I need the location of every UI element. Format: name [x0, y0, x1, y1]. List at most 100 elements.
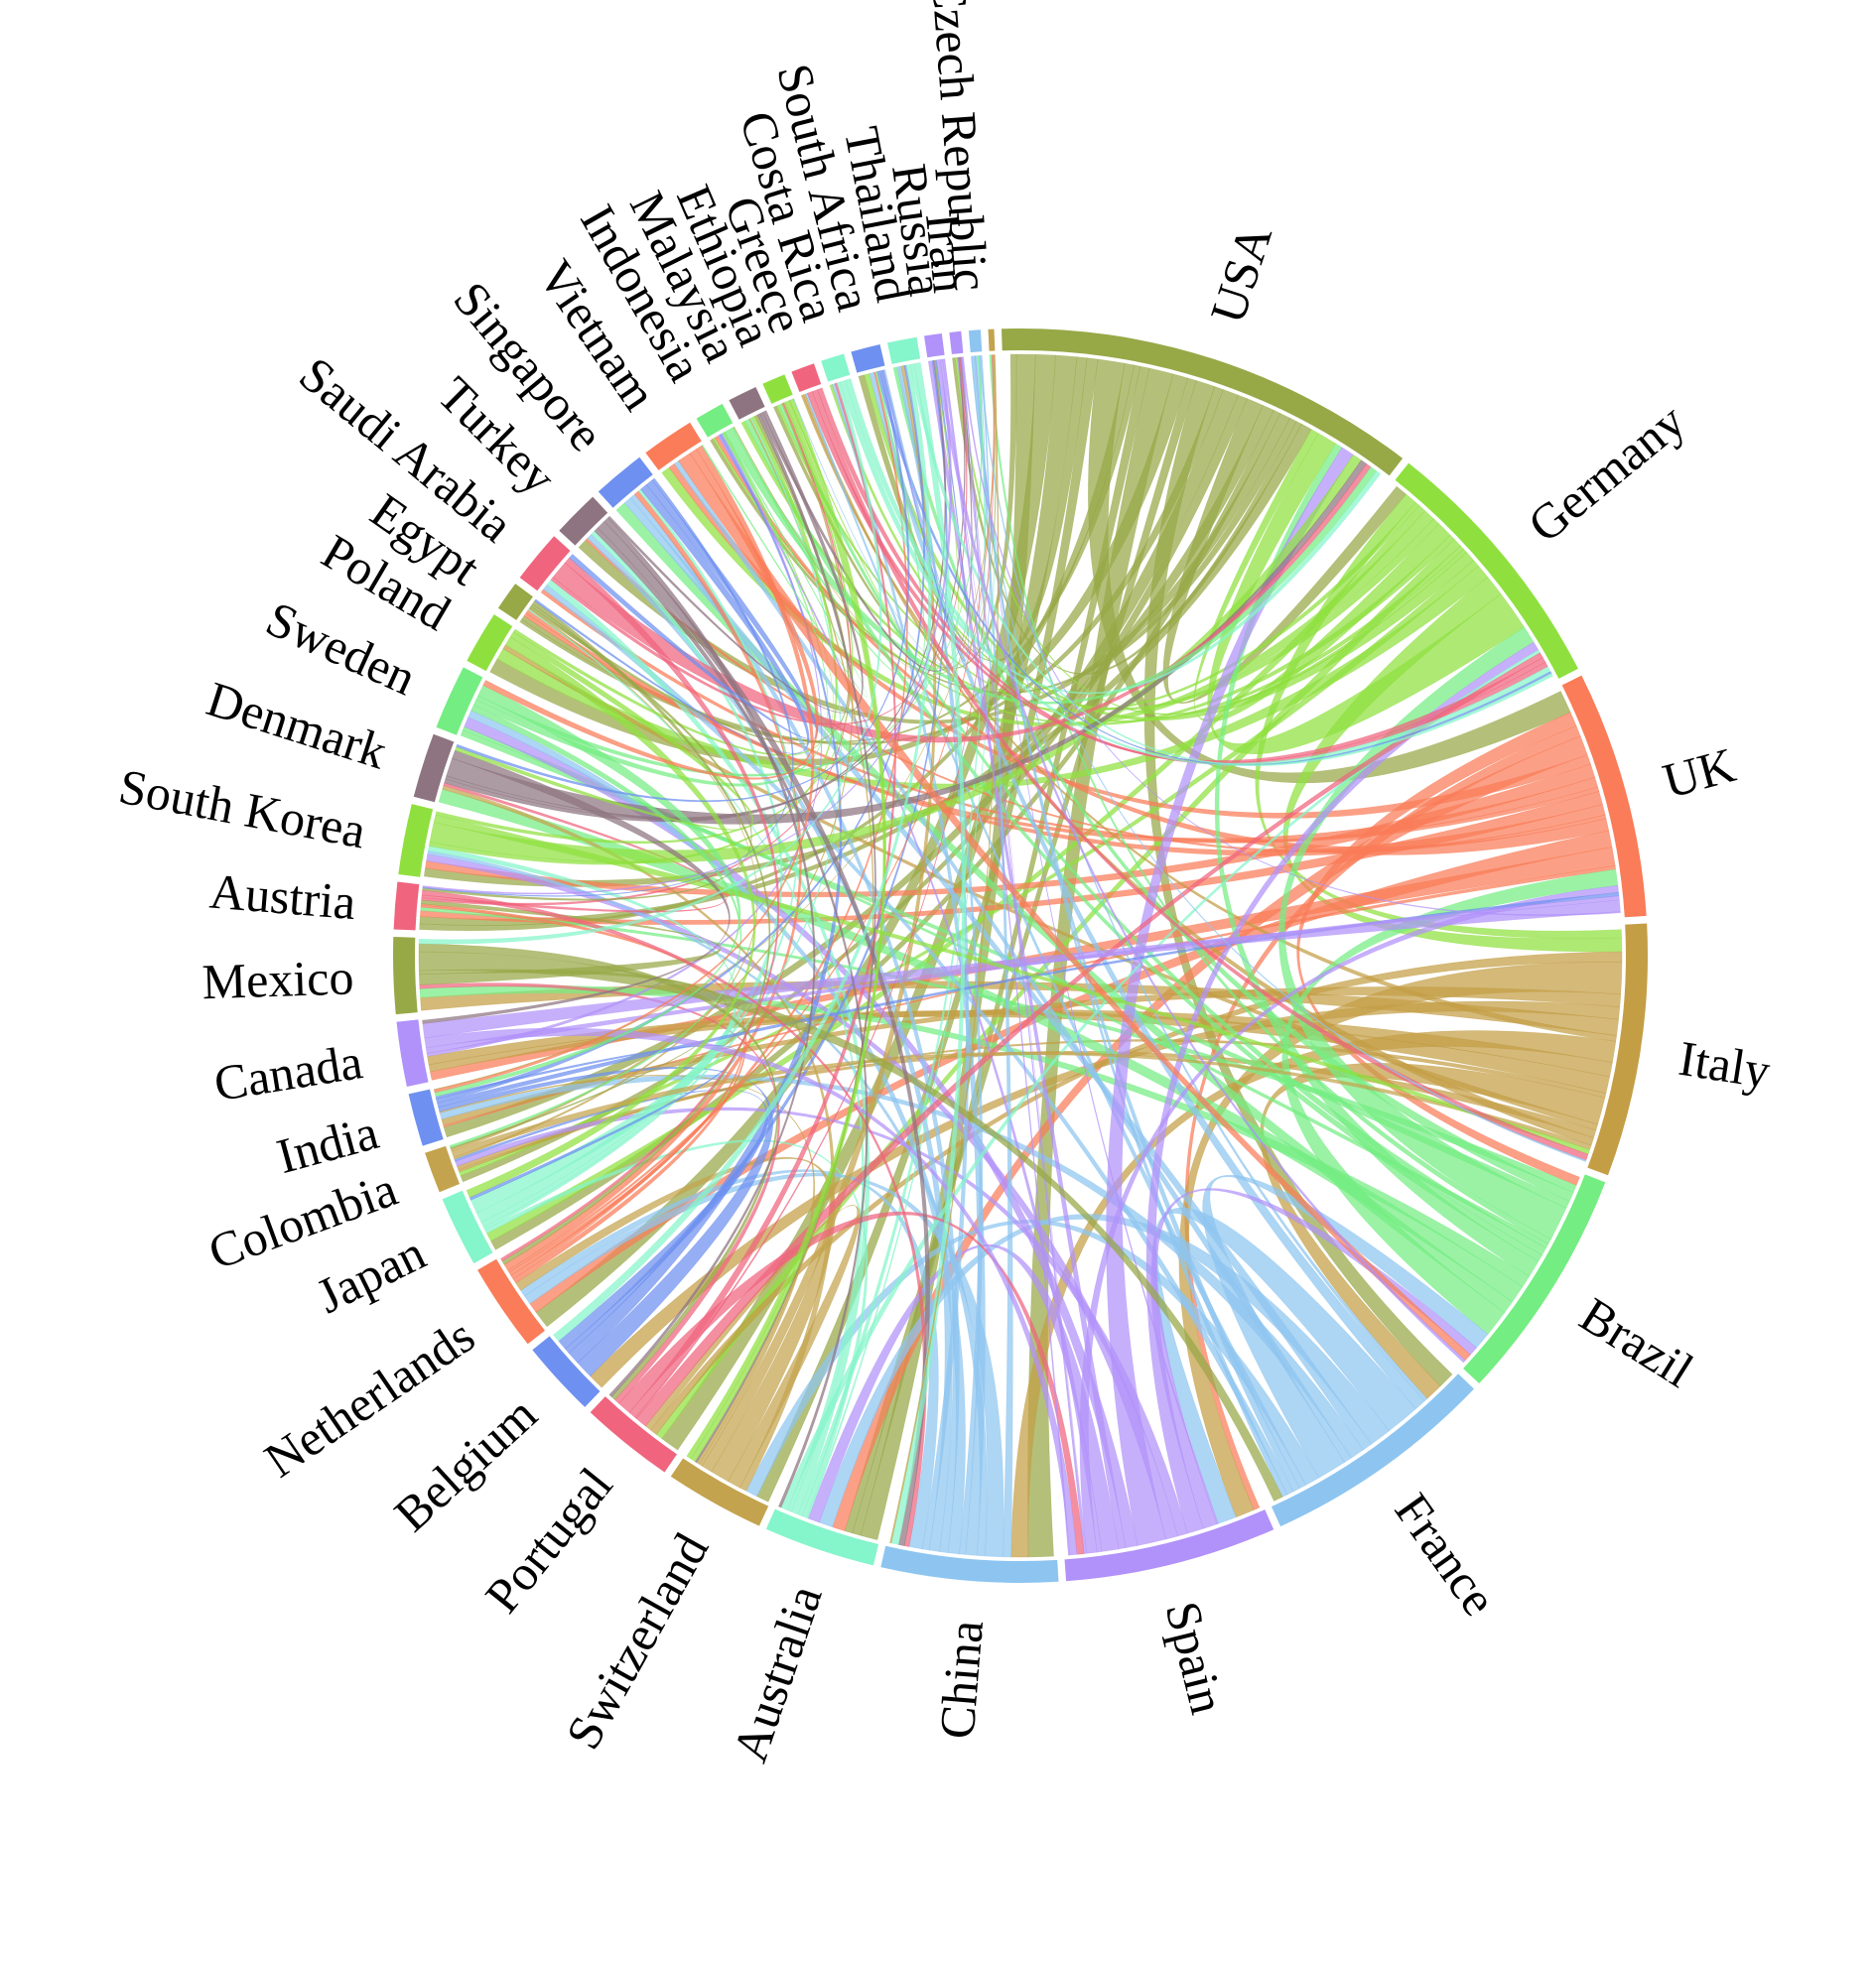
arc-australia — [765, 1508, 879, 1566]
ribbon-usa-to-indonesia — [710, 417, 1297, 694]
ribbon-czech-republic-to-italy — [979, 354, 1587, 1162]
ribbon-south-korea-to-italy — [433, 814, 1590, 1155]
ribbon-usa-to-south-korea — [423, 423, 1312, 887]
ribbon-china-to-thailand — [898, 365, 970, 1551]
arc-malaysia — [729, 387, 765, 420]
ribbon-germany-to-south-africa — [864, 373, 1474, 721]
arc-egypt — [497, 584, 533, 620]
ribbon-china-to-singapore — [629, 493, 960, 1553]
ribbon-australia-to-germany — [780, 649, 1541, 1510]
label-uk: UK — [1658, 736, 1741, 809]
ribbon-russia-to-spain — [942, 358, 1071, 1556]
arc-indonesia — [696, 403, 734, 438]
arc-france — [1272, 1373, 1474, 1527]
ribbon-spain-to-australia — [807, 1243, 1120, 1552]
ribbon-belgium-to-russia — [565, 360, 948, 1354]
label-belgium: Belgium — [384, 1385, 548, 1542]
arc-japan — [442, 1190, 493, 1264]
label-mexico: Mexico — [201, 949, 354, 1009]
ribbon-netherlands-to-austria — [420, 903, 745, 1276]
ribbon-france-to-greece — [805, 392, 1306, 1490]
ribbon-unnamed-to-indonesia — [733, 354, 998, 675]
ribbon-thailand-to-germany — [909, 363, 1553, 766]
ribbon-brazil-to-malaysia — [743, 418, 1543, 1262]
label-brazil: Brazil — [1570, 1286, 1702, 1397]
ribbon-thailand-to-china — [890, 362, 966, 1545]
ribbon-thailand-to-belgium — [553, 363, 932, 1342]
arc-unnamed — [988, 328, 996, 351]
label-austria: Austria — [207, 862, 357, 930]
arc-layer — [393, 328, 1649, 1583]
ribbon-india-to-uk — [437, 891, 1620, 1109]
arc-singapore — [598, 457, 653, 508]
arc-colombia — [425, 1145, 460, 1193]
label-canada: Canada — [210, 1033, 366, 1111]
ribbon-france-to-brazil — [1202, 1174, 1489, 1479]
ribbon-usa-to-australia — [852, 365, 1150, 1536]
arc-poland — [467, 614, 513, 672]
ribbon-singapore-to-egypt — [534, 483, 810, 754]
ribbon-russia-to-austria — [422, 358, 952, 895]
ribbon-portugal-to-spain — [618, 1211, 1085, 1555]
ribbon-belgium-to-colombia — [454, 1089, 768, 1350]
ribbon-brazil-to-singapore — [615, 502, 1513, 1314]
ribbon-netherlands-to-austria — [420, 904, 747, 1284]
label-australia: Australia — [722, 1578, 833, 1768]
label-spain: Spain — [1154, 1596, 1236, 1719]
label-germany: Germany — [1518, 393, 1695, 554]
arc-south-korea — [398, 804, 434, 877]
ribbon-south-africa-to-germany — [876, 370, 1552, 766]
ribbon-france-to-saudi-arabia — [543, 584, 1294, 1496]
ribbon-brazil-to-usa — [1214, 443, 1540, 1277]
arc-germany — [1395, 462, 1578, 679]
arc-austria — [393, 881, 420, 931]
arc-ethiopia — [762, 374, 793, 404]
ribbon-italy-to-mexico — [420, 980, 1619, 1036]
ribbon-layer — [418, 353, 1623, 1558]
arc-switzerland — [670, 1458, 769, 1526]
ribbon-south-africa-to-russia — [881, 359, 969, 661]
ribbon-colombia-to-egypt — [453, 607, 758, 1160]
ribbon-china-to-turkey — [587, 533, 953, 1552]
ribbon-canada-to-uk — [422, 899, 1621, 1039]
ribbon-usa-to-egypt — [521, 386, 1224, 745]
ribbon-czech-republic-to-south-africa — [883, 354, 992, 660]
ribbon-brazil-to-germany — [1278, 626, 1567, 1241]
arc-vietnam — [645, 422, 702, 470]
arc-brazil — [1463, 1174, 1606, 1383]
ribbon-ethiopia-to-russia — [788, 359, 959, 669]
ribbon-india-to-thailand — [436, 364, 925, 1104]
ribbon-iran-to-south-africa — [882, 356, 981, 660]
ribbon-unnamed-to-china — [889, 354, 1000, 1544]
arc-russia — [924, 333, 945, 358]
ribbon-spain-to-czech-republic — [974, 355, 1219, 1525]
ribbon-spain-to-germany — [1145, 641, 1540, 1534]
arc-iran — [949, 330, 964, 354]
label-italy: Italy — [1675, 1030, 1774, 1099]
ribbon-egypt-to-netherlands — [501, 600, 771, 1265]
ribbon-singapore-to-austria — [422, 477, 794, 897]
ribbon-usa-to-egypt — [519, 364, 1141, 743]
ribbon-germany-to-usa — [1207, 433, 1526, 755]
arc-south-africa — [851, 344, 885, 373]
label-iran: Iran — [915, 210, 979, 296]
ribbon-costa-rica-to-mexico — [418, 381, 882, 945]
arc-china — [880, 1545, 1059, 1583]
ribbon-ethiopia-to-switzerland — [686, 398, 886, 1460]
ribbon-china-to-czech-republic — [975, 355, 1013, 1558]
ribbon-switzerland-to-portugal — [644, 1205, 861, 1489]
arc-spain — [1064, 1509, 1274, 1582]
ribbon-vietnam-to-sweden — [482, 449, 819, 780]
arc-usa — [1002, 328, 1404, 476]
ribbon-poland-to-indonesia — [512, 432, 834, 756]
ribbon-austria-to-china — [421, 889, 927, 1547]
ribbon-canada-to-indonesia — [426, 433, 823, 1057]
ribbon-saudi-arabia-to-netherlands — [500, 557, 780, 1262]
ribbon-spain-to-russia — [927, 360, 1127, 1550]
ribbon-sweden-to-colombia — [449, 705, 742, 1148]
ribbon-iran-to-russia — [944, 356, 988, 657]
ribbon-brazil-to-unnamed — [989, 354, 1551, 1244]
arc-italy — [1587, 923, 1649, 1176]
ribbon-malaysia-to-turkey — [607, 410, 864, 714]
